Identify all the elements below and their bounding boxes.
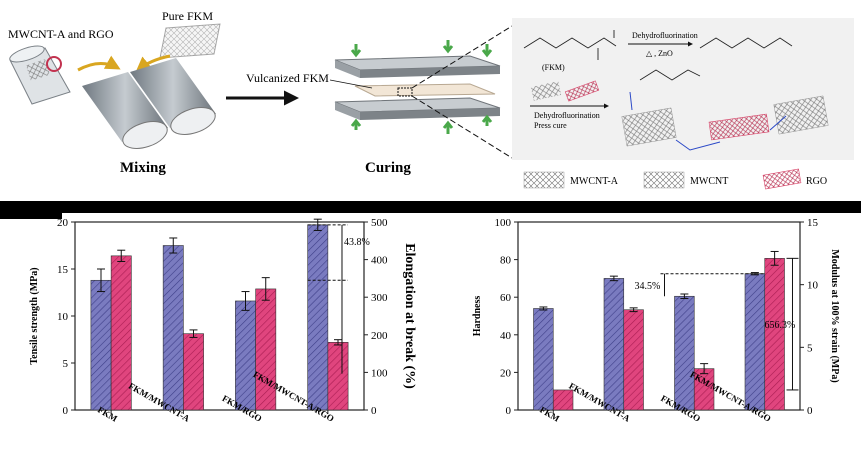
bar-right-series: [183, 333, 204, 411]
beaker-icon: [9, 45, 71, 105]
right-tick-label: 5: [807, 342, 813, 354]
left-tick-label: 15: [57, 264, 69, 276]
fillers-label: MWCNT-A and RGO: [8, 27, 114, 41]
left-tick-label: 0: [63, 405, 69, 417]
right-tick-label: 200: [371, 330, 388, 342]
reaction-2: Dehydrofluorination: [534, 111, 600, 120]
bar-left-series: [744, 273, 766, 411]
left-axis-label: Hardness: [472, 296, 483, 337]
plot-frame: [517, 221, 801, 411]
legend-swatch-mwcnt-a: [523, 171, 565, 189]
fkm-formula-label: (FKM): [542, 63, 565, 72]
pure-fkm-label: Pure FKM: [162, 9, 213, 23]
legend-label-1: MWCNT: [690, 176, 728, 187]
right-tick-label: 100: [371, 367, 388, 379]
right-tick-label: 0: [807, 405, 813, 417]
left-tick-label: 10: [57, 311, 69, 323]
left-tick-label: 0: [506, 405, 512, 417]
right-tick-label: 0: [371, 405, 377, 417]
annotation-1: 656.3%: [764, 320, 795, 331]
annotation: 43.8%: [344, 237, 370, 248]
annotation-0: 34.5%: [635, 281, 661, 292]
divider-bar: [0, 201, 861, 213]
reaction-1: Dehydrofluorination: [632, 31, 698, 40]
bar-right-series: [327, 342, 349, 411]
left-tick-label: 40: [500, 330, 512, 342]
vulcanized-label: Vulcanized FKM: [246, 71, 329, 85]
left-tick-label: 20: [500, 367, 512, 379]
bar-right-series: [255, 288, 277, 411]
bar-right-series: [552, 389, 574, 411]
left-axis-label: Tensile strength (MPa): [29, 267, 40, 364]
legend-swatch-mwcnt: [643, 171, 685, 189]
legend-swatch-rgo: [762, 168, 802, 190]
two-roll-mill: [82, 58, 216, 149]
bar-right-series: [764, 258, 785, 411]
fkm-structure: [523, 30, 793, 60]
bar-right-series: [623, 309, 644, 411]
pure-fkm-sheet: [159, 23, 221, 59]
right-axis-label: Elongation at break (%): [402, 243, 417, 389]
left-tick-label: 100: [495, 217, 512, 229]
right-axis-label: Modulus at 100% strain (MPa): [829, 249, 840, 382]
legend-label-2: RGO: [806, 176, 827, 187]
right-tick-label: 10: [807, 280, 819, 292]
mechanism-panel: [512, 18, 854, 160]
preparation-scheme: MWCNT-A and RGO Pure FKM Mixing Vulcaniz…: [8, 9, 854, 190]
bar-left-series: [235, 300, 256, 411]
step-mixing: Mixing: [120, 160, 166, 176]
right-tick-label: 300: [371, 292, 388, 304]
bar-left-series: [307, 224, 329, 411]
legend: MWCNT-A MWCNT RGO: [523, 168, 827, 190]
reaction-2-reactants: [530, 80, 600, 102]
reaction-2-condition: Press cure: [534, 121, 567, 130]
reaction-1-condition: △ , ZnO: [646, 49, 673, 58]
right-tick-label: 400: [371, 255, 388, 267]
bar-left-series: [90, 279, 112, 411]
chart-hardness-modulus: 0 20 40 60 80 100 0 5 10 15 Hardness Modulus at 100…: [472, 217, 840, 424]
legend-label-0: MWCNT-A: [570, 176, 619, 187]
cured-network: [621, 69, 829, 151]
left-tick-label: 5: [63, 358, 69, 370]
bar-left-series: [533, 308, 554, 411]
bar-left-series: [162, 245, 184, 411]
bar-left-series: [603, 278, 625, 411]
left-tick-label: 20: [57, 217, 69, 229]
left-tick-label: 80: [500, 255, 512, 267]
right-tick-label: 500: [371, 217, 388, 229]
feed-arrow-left: [77, 55, 121, 72]
bar-left-series: [674, 295, 695, 411]
left-tick-label: 60: [500, 292, 512, 304]
feed-arrow-right: [135, 54, 171, 72]
right-tick-label: 15: [807, 217, 819, 229]
step-curing: Curing: [365, 160, 411, 176]
